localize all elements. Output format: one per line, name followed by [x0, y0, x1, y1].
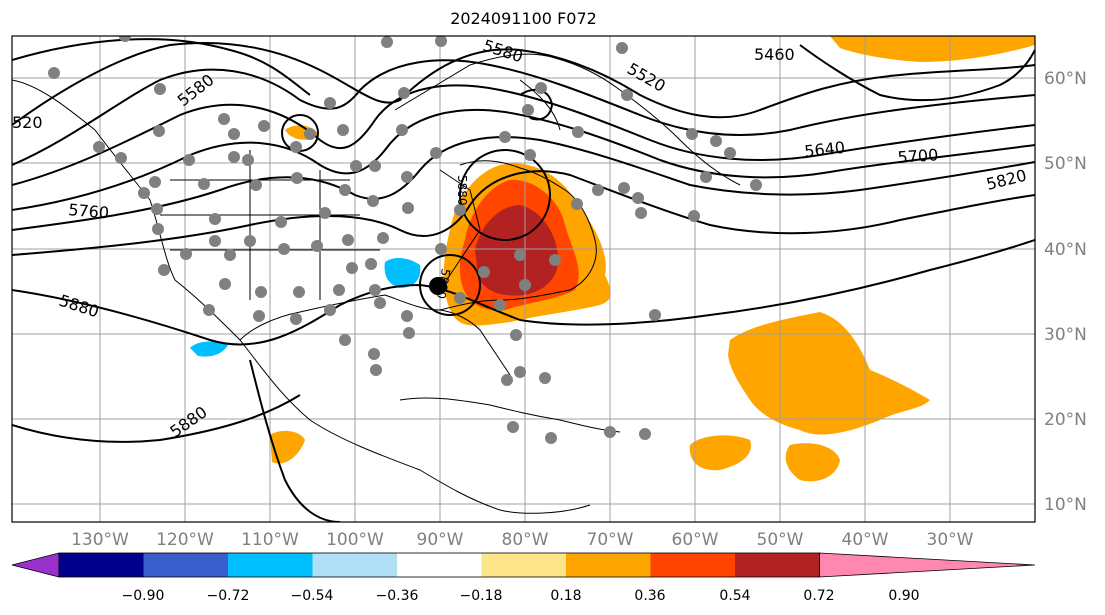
lon-label: 30°W [927, 530, 974, 550]
colorbar-extend-low [11, 552, 60, 578]
height-contours [12, 38, 1035, 522]
negative-anomaly-region [190, 341, 228, 357]
lon-label: 100°W [326, 530, 384, 550]
longitude-labels: 130°W 120°W 110°W 100°W 90°W 80°W 70°W 6… [71, 530, 974, 550]
colorbar-tick-label: −0.72 [207, 588, 250, 604]
map-title: 2024091100 F072 [450, 9, 597, 28]
colorbar-segment [397, 553, 482, 577]
anomaly-region [830, 36, 1035, 62]
anomaly-region [270, 430, 305, 464]
colorbar-segment [228, 553, 313, 577]
lon-label: 90°W [417, 530, 464, 550]
lat-label: 50°N [1044, 154, 1087, 174]
colorbar-tick-label: −0.90 [122, 588, 165, 604]
contour-label: 5640 [803, 138, 845, 161]
lon-label: 110°W [241, 530, 299, 550]
negative-anomaly-region [384, 258, 421, 288]
colorbar-segment [143, 553, 229, 577]
colorbar-segment [566, 553, 651, 577]
lon-label: 80°W [502, 530, 549, 550]
colorbar-tick-labels: −0.90 −0.72 −0.54 −0.36 −0.18 0.18 0.36 … [122, 588, 920, 604]
colorbar-border [58, 552, 820, 578]
lon-label: 60°W [672, 530, 719, 550]
colorbar-segment [735, 553, 820, 577]
latitude-labels: 60°N 50°N 40°N 30°N 20°N 10°N [1044, 69, 1087, 515]
colorbar-segment [650, 553, 736, 577]
lon-label: 130°W [71, 530, 129, 550]
lat-label: 30°N [1044, 325, 1087, 345]
lon-label: 40°W [842, 530, 889, 550]
contour-label: 5760 [68, 200, 110, 222]
lat-label: 60°N [1044, 69, 1087, 89]
colorbar-tick-label: 0.72 [803, 588, 834, 604]
contour-label: 5700 [897, 145, 939, 167]
lon-label: 50°W [757, 530, 804, 550]
contour-label: 5880 [434, 267, 453, 300]
contour-label: 5880 [455, 175, 469, 206]
lon-label: 120°W [156, 530, 214, 550]
anomaly-fill-layer [190, 36, 1035, 482]
colorbar-tick-label: 0.90 [888, 588, 919, 604]
colorbar-tick-label: −0.54 [291, 588, 334, 604]
colorbar-tick-label: −0.18 [460, 588, 503, 604]
colorbar-tick-label: 0.54 [719, 588, 750, 604]
colorbar [11, 552, 1036, 578]
colorbar-tick-label: 0.36 [634, 588, 665, 604]
lon-label: 70°W [587, 530, 634, 550]
colorbar-segment [59, 553, 144, 577]
colorbar-tick-label: −0.36 [376, 588, 419, 604]
contour-label: 5460 [754, 45, 795, 64]
colorbar-segment [312, 553, 398, 577]
colorbar-tick-label: 0.18 [550, 588, 581, 604]
colorbar-extend-high [819, 552, 1036, 578]
anomaly-region [785, 443, 840, 482]
map-border [11, 35, 1036, 523]
graticule [12, 36, 1035, 522]
lat-label: 10°N [1044, 495, 1087, 515]
station-dots [48, 36, 762, 444]
contour-label: 520 [12, 113, 43, 132]
lat-label: 40°N [1044, 240, 1087, 260]
lat-label: 20°N [1044, 410, 1087, 430]
anomaly-region [728, 312, 930, 435]
colorbar-segment [481, 553, 567, 577]
anomaly-region [689, 435, 751, 471]
storm-center-marker [429, 277, 447, 295]
